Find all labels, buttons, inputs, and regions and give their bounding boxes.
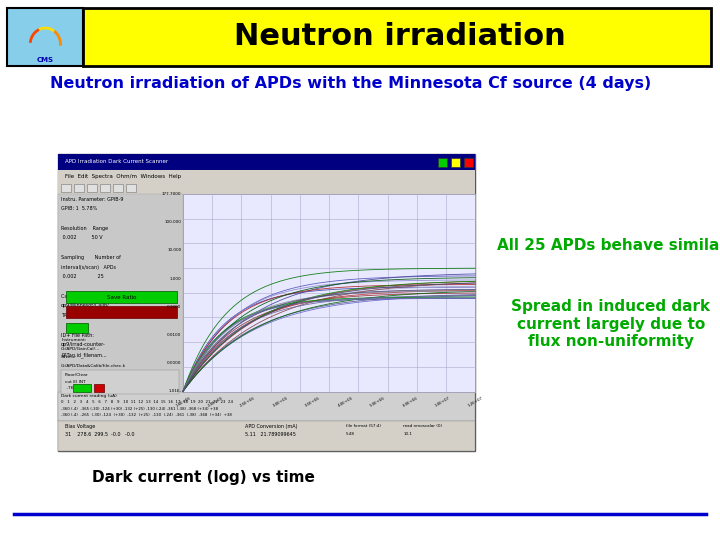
- FancyBboxPatch shape: [73, 383, 91, 392]
- FancyBboxPatch shape: [61, 369, 179, 394]
- Text: 177.7000: 177.7000: [162, 192, 181, 196]
- Text: 0.0000: 0.0000: [167, 361, 181, 365]
- Text: G:/APD/GainCal/...: G:/APD/GainCal/...: [61, 347, 101, 350]
- FancyBboxPatch shape: [61, 184, 71, 192]
- Text: Resolution    Range: Resolution Range: [61, 226, 108, 231]
- Text: 2.5E+06: 2.5E+06: [240, 396, 256, 408]
- Text: 1.0E+07: 1.0E+07: [434, 396, 451, 408]
- Text: TAP4.calib.calc: TAP4.calib.calc: [61, 313, 97, 318]
- Text: cut El INT: cut El INT: [65, 380, 86, 384]
- Text: Spread in induced dark
current largely due to
flux non-uniformity: Spread in induced dark current largely d…: [511, 299, 711, 349]
- FancyBboxPatch shape: [66, 291, 177, 303]
- Text: 100.000: 100.000: [165, 220, 181, 224]
- Text: GPIB: 1  5.78%: GPIB: 1 5.78%: [61, 206, 97, 211]
- FancyBboxPatch shape: [58, 170, 475, 182]
- FancyBboxPatch shape: [58, 392, 475, 421]
- Text: 0.002          50 V: 0.002 50 V: [61, 235, 103, 240]
- FancyBboxPatch shape: [438, 158, 447, 167]
- Text: Sampling       Number of: Sampling Number of: [61, 255, 121, 260]
- FancyBboxPatch shape: [58, 194, 183, 421]
- Text: Neutron irradiation: Neutron irradiation: [234, 22, 565, 51]
- Text: 10.1: 10.1: [403, 432, 412, 436]
- Text: 10.000: 10.000: [167, 248, 181, 252]
- Text: 6.0E+06: 6.0E+06: [402, 396, 418, 408]
- Text: 1.01E-: 1.01E-: [168, 389, 181, 394]
- Text: Calibration File Path:: Calibration File Path:: [61, 294, 112, 299]
- FancyBboxPatch shape: [7, 8, 83, 66]
- Text: 0.002              25: 0.002 25: [61, 274, 104, 279]
- Text: Bias Voltage: Bias Voltage: [65, 424, 95, 429]
- Text: File  Edit  Spectra  Ohm/m  Windows  Help: File Edit Spectra Ohm/m Windows Help: [65, 173, 181, 179]
- Text: 0   1   2   3   4   5   6   7   8   9   10  11  12  13  14  15  16  17  18  19  : 0 1 2 3 4 5 6 7 8 9 10 11 12 13 14 15 16…: [61, 400, 233, 404]
- FancyBboxPatch shape: [58, 182, 475, 194]
- FancyBboxPatch shape: [66, 306, 177, 318]
- Text: CMS: CMS: [37, 57, 54, 64]
- FancyBboxPatch shape: [94, 383, 104, 392]
- FancyBboxPatch shape: [451, 158, 460, 167]
- Text: 0.1000: 0.1000: [167, 305, 181, 309]
- Text: 1.6E+06: 1.6E+06: [175, 396, 191, 408]
- Text: 1.2E+07: 1.2E+07: [467, 396, 484, 408]
- Text: Save Ratio: Save Ratio: [107, 294, 136, 300]
- Text: PATag.id_filenam...: PATag.id_filenam...: [61, 352, 107, 358]
- FancyBboxPatch shape: [83, 8, 711, 66]
- Text: Dark current reading (uA): Dark current reading (uA): [61, 394, 117, 397]
- Text: 0.0100: 0.0100: [167, 333, 181, 337]
- Text: file format (57:4): file format (57:4): [346, 424, 381, 428]
- FancyBboxPatch shape: [58, 154, 475, 451]
- Text: -360 (-4)  -365 (-30) -124 (+30) -132 (+25) -130 (-24) -361 (-38) -368 (+34) +38: -360 (-4) -365 (-30) -124 (+30) -132 (+2…: [61, 407, 218, 410]
- Text: read nmoscalar (0): read nmoscalar (0): [403, 424, 442, 428]
- Text: 1.000: 1.000: [170, 276, 181, 281]
- Text: Save:: Save:: [61, 355, 73, 359]
- FancyBboxPatch shape: [113, 184, 123, 192]
- Text: 5.0E+06: 5.0E+06: [369, 396, 386, 408]
- Text: 4.0E+06: 4.0E+06: [337, 396, 354, 408]
- Text: Instru. Parameter: GPIB-9: Instru. Parameter: GPIB-9: [61, 197, 124, 201]
- FancyBboxPatch shape: [66, 323, 88, 333]
- Text: ID+ File Path:: ID+ File Path:: [61, 333, 94, 338]
- Text: 2.0E+06: 2.0E+06: [207, 396, 224, 408]
- Text: 5.11   21.789099645: 5.11 21.789099645: [245, 432, 296, 437]
- FancyBboxPatch shape: [74, 184, 84, 192]
- FancyBboxPatch shape: [100, 184, 110, 192]
- Text: qp9/Minnesot/Calib/: qp9/Minnesot/Calib/: [61, 303, 110, 308]
- Text: -360 (-4)  -265  (-30) -124  (+30)  -132  (+25)  -130  (-24)  -361  (-38)  -368 : -360 (-4) -265 (-30) -124 (+30) -132 (+2…: [61, 413, 232, 417]
- Text: interval(s/scan)   APDs: interval(s/scan) APDs: [61, 265, 116, 269]
- Text: Neutron irradiation of APDs with the Minnesota Cf source (4 days): Neutron irradiation of APDs with the Min…: [50, 76, 652, 91]
- FancyBboxPatch shape: [58, 154, 475, 170]
- Text: qp9/irrad-counter-: qp9/irrad-counter-: [61, 342, 106, 347]
- Text: 3.0E+06: 3.0E+06: [272, 396, 289, 408]
- Text: Instrument:: Instrument:: [61, 338, 86, 342]
- Text: 5.48: 5.48: [346, 432, 355, 436]
- Text: 31    278.6  299.5  -0.0   -0.0: 31 278.6 299.5 -0.0 -0.0: [65, 432, 135, 437]
- Text: APD Irradiation Dark Current Scanner: APD Irradiation Dark Current Scanner: [65, 159, 168, 165]
- Text: 3.5E+06: 3.5E+06: [305, 396, 321, 408]
- Text: -765: -765: [65, 386, 76, 390]
- Text: G:/APD/Data&Calib/file.chec.k: G:/APD/Data&Calib/file.chec.k: [61, 364, 126, 368]
- Text: Floor/Clear: Floor/Clear: [65, 373, 89, 377]
- FancyBboxPatch shape: [464, 158, 473, 167]
- FancyBboxPatch shape: [126, 184, 136, 192]
- FancyBboxPatch shape: [87, 184, 97, 192]
- Text: All 25 APDs behave similarly: All 25 APDs behave similarly: [497, 238, 720, 253]
- FancyBboxPatch shape: [183, 194, 475, 392]
- FancyBboxPatch shape: [58, 421, 475, 451]
- Text: Dark current (log) vs time: Dark current (log) vs time: [92, 470, 315, 485]
- Text: APD Conversion (mA): APD Conversion (mA): [245, 424, 297, 429]
